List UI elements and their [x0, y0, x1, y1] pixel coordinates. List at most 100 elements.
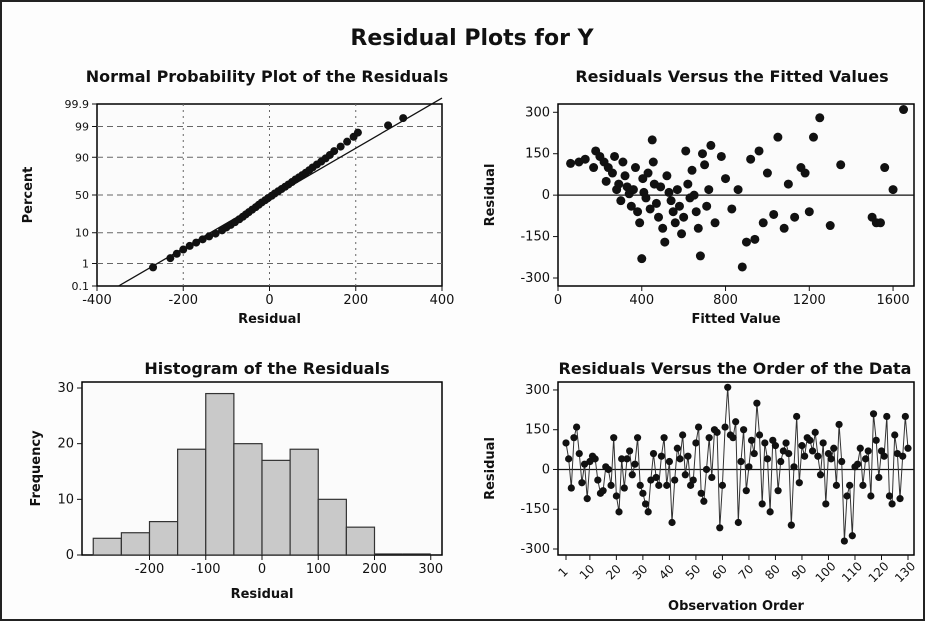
order-plot-point [663, 481, 671, 489]
order-plot-x-tick-label: 1 [556, 565, 571, 580]
fitted-plot-point [880, 163, 890, 173]
order-plot-point [742, 487, 750, 495]
fitted-plot-point [654, 212, 664, 222]
order-plot-x-tick-label: 60 [709, 562, 730, 583]
fitted-plot-point [716, 151, 726, 161]
fitted-plot-point [804, 207, 814, 217]
order-plot-point [901, 412, 909, 421]
order-plot-point [885, 492, 894, 500]
order-plot-point [745, 463, 753, 471]
order-plot-point [644, 508, 652, 516]
order-plot-point [769, 436, 777, 444]
probability-plot-point [205, 232, 214, 241]
order-plot-point [700, 497, 708, 505]
fitted-plot-point [779, 223, 789, 233]
order-plot-point [822, 500, 830, 508]
fitted-plot-point [710, 218, 720, 228]
order-plot-point [875, 473, 883, 482]
fitted-plot-point [762, 168, 772, 178]
fitted-plot-y-tick-label: 300 [525, 105, 550, 120]
order-plot-point [610, 434, 618, 442]
fitted-plot-point [737, 262, 747, 272]
fitted-plot-point [808, 132, 818, 142]
order-plot-point [904, 444, 912, 452]
histogram-y-tick-label: 30 [57, 381, 74, 396]
order-plot-point [573, 423, 581, 431]
order-plot-point [795, 479, 803, 487]
fitted-plot-point [607, 168, 617, 178]
order-plot-point [750, 449, 758, 458]
fitted-plot-point [733, 185, 743, 195]
order-plot-point [594, 476, 602, 484]
order-plot-point [854, 460, 862, 468]
fitted-plot-title: Residuals Versus the Fitted Values [575, 67, 888, 86]
order-plot-point [798, 442, 806, 450]
order-plot-point [607, 481, 615, 489]
order-plot-x-tick-label: 110 [839, 559, 865, 585]
order-plot-point [801, 452, 809, 460]
histogram-x-tick-label: 200 [362, 562, 387, 577]
order-plot-point [877, 447, 886, 455]
order-plot-point [819, 439, 827, 447]
histogram-x-axis-label: Residual [231, 587, 294, 602]
fitted-plot-point [836, 160, 846, 170]
fitted-plot-x-axis-label: Fitted Value [691, 312, 780, 327]
order-plot-y-tick-label: 300 [525, 383, 550, 398]
order-plot-point [734, 518, 742, 527]
probability-plot-y-tick-label: 1 [82, 258, 89, 271]
order-plot-point [673, 444, 681, 452]
histogram-title: Histogram of the Residuals [144, 359, 389, 378]
histogram-x-tick-label: 300 [418, 562, 443, 577]
order-plot-point [649, 449, 658, 458]
fitted-plot-point [618, 157, 628, 167]
order-plot-point [684, 452, 692, 460]
order-plot-point [838, 457, 846, 466]
order-plot-x-axis-label: Observation Order [668, 599, 805, 614]
fitted-plot-x-tick-label: 400 [629, 293, 654, 308]
probability-plot-y-tick-label: 90 [75, 151, 89, 164]
order-plot-point [824, 449, 833, 458]
fitted-plot-point [683, 179, 693, 189]
probability-plot-y-tick-label: 50 [75, 189, 89, 202]
order-plot-x-tick-label: 20 [603, 562, 624, 583]
order-plot-point [758, 500, 766, 508]
fitted-plot-point [672, 185, 682, 195]
order-plot-point [893, 449, 901, 458]
fitted-plot-point [580, 154, 590, 164]
fitted-plot-point [750, 234, 760, 244]
order-plot-point [660, 434, 668, 442]
order-plot-point [883, 412, 891, 421]
probability-plot-point [353, 128, 362, 137]
fitted-plot-point [674, 201, 684, 211]
probability-plot-x-axis-label: Residual [238, 312, 301, 327]
probability-plot-title: Normal Probability Plot of the Residuals [86, 67, 448, 86]
histogram-bar [261, 459, 291, 556]
order-plot-point [716, 524, 724, 532]
fitted-plot-point [645, 204, 655, 214]
fitted-plot-point [637, 254, 647, 264]
order-plot-point [668, 518, 676, 527]
order-plot-point [814, 452, 822, 460]
fitted-plot-point [800, 168, 810, 178]
fitted-plot-point [656, 182, 666, 192]
histogram-bar [120, 532, 151, 556]
order-plot-point [665, 457, 673, 466]
fitted-plot-point [706, 140, 716, 150]
probability-plot-y-tick-label: 0.1 [72, 280, 90, 293]
order-plot-point [702, 465, 711, 474]
order-plot-point [867, 492, 875, 500]
order-plot-point [785, 449, 793, 458]
order-plot-x-tick-label: 90 [789, 562, 810, 583]
fitted-plot-point [721, 174, 731, 184]
order-plot-x-tick-label: 80 [762, 562, 783, 583]
order-plot-x-tick-label: 100 [813, 559, 839, 585]
order-plot-point [578, 479, 586, 487]
order-plot-point [753, 399, 761, 407]
order-plot-point [811, 428, 819, 436]
order-plot-point [740, 426, 748, 434]
order-plot-point [899, 452, 907, 460]
order-plot-point [604, 465, 613, 474]
order-plot-point [652, 473, 660, 482]
order-plot-point [565, 455, 573, 463]
